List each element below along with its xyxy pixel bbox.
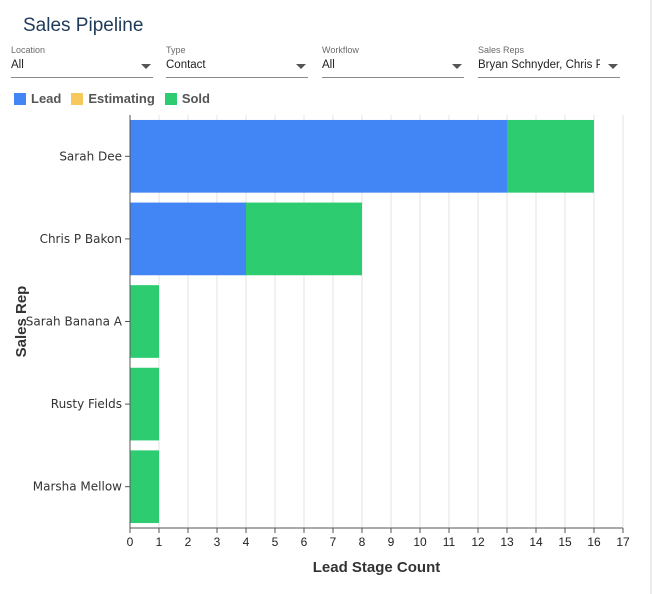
type-filter[interactable]: Type Contact <box>166 44 308 78</box>
x-tick-label: 6 <box>301 535 308 549</box>
page-title: Sales Pipeline <box>23 15 144 36</box>
x-tick-label: 2 <box>185 535 192 549</box>
bar-lead-sarah-dee[interactable] <box>130 119 507 193</box>
x-tick-label: 14 <box>529 535 543 549</box>
bar-sold-rusty-fields[interactable] <box>130 367 159 441</box>
x-tick-label: 4 <box>243 535 250 549</box>
y-category-label: Sarah Dee <box>59 149 122 163</box>
legend-swatch-lead <box>14 92 26 105</box>
workflow-select[interactable]: All <box>322 58 464 78</box>
x-tick-label: 17 <box>616 535 630 549</box>
y-category-label: Chris P Bakon <box>40 232 122 246</box>
bar-lead-chris-p-bakon[interactable] <box>130 202 246 276</box>
bar-sold-chris-p-bakon[interactable] <box>246 202 362 276</box>
legend-label-estimating: Estimating <box>88 91 155 106</box>
x-tick-label: 8 <box>359 535 366 549</box>
x-tick-label: 11 <box>443 535 456 549</box>
legend-item-lead[interactable]: Lead <box>14 91 61 106</box>
type-value: Contact <box>166 59 206 71</box>
legend-item-sold[interactable]: Sold <box>164 91 210 106</box>
bar-sold-sarah-banana-a[interactable] <box>130 285 159 358</box>
sales-reps-select[interactable]: Bryan Schnyder, Chris P ... <box>478 58 620 78</box>
location-value: All <box>11 59 24 71</box>
chart-bars <box>130 119 594 524</box>
bar-sold-sarah-dee[interactable] <box>507 119 594 193</box>
location-filter-label: Location <box>11 45 46 55</box>
x-tick-label: 10 <box>413 535 427 549</box>
x-tick-label: 12 <box>471 535 485 549</box>
type-filter-label: Type <box>166 45 186 55</box>
x-tick-label: 5 <box>272 535 279 549</box>
workflow-filter-label: Workflow <box>322 45 359 55</box>
chevron-down-icon[interactable] <box>296 64 306 69</box>
x-tick-label: 0 <box>127 535 134 549</box>
x-tick-label: 9 <box>388 535 395 549</box>
x-tick-label: 15 <box>558 535 572 549</box>
y-category-label: Rusty Fields <box>51 397 122 411</box>
x-tick-label: 13 <box>500 535 514 549</box>
workflow-value: All <box>322 59 335 71</box>
y-category-label: Marsha Mellow <box>33 480 122 494</box>
x-tick-label: 3 <box>214 535 221 549</box>
chevron-down-icon[interactable] <box>141 64 151 69</box>
y-axis-title: Sales Rep <box>13 286 30 358</box>
sales-reps-filter[interactable]: Sales Reps Bryan Schnyder, Chris P ... <box>478 44 620 78</box>
chart-legend: Lead Estimating Sold <box>14 91 210 106</box>
chevron-down-icon[interactable] <box>608 64 618 69</box>
chevron-down-icon[interactable] <box>452 64 462 69</box>
legend-label-sold: Sold <box>181 91 210 106</box>
workflow-filter[interactable]: Workflow All <box>322 44 464 78</box>
x-tick-label: 7 <box>330 535 337 549</box>
legend-item-estimating[interactable]: Estimating <box>71 91 155 106</box>
type-select[interactable]: Contact <box>166 58 308 78</box>
x-axis-title: Lead Stage Count <box>313 559 441 576</box>
y-category-label: Sarah Banana A <box>26 315 123 329</box>
legend-swatch-sold <box>164 92 177 105</box>
legend-label-lead: Lead <box>31 91 62 106</box>
panel-border <box>650 0 652 594</box>
bar-sold-marsha-mellow[interactable] <box>130 450 159 524</box>
sales-reps-filter-label: Sales Reps <box>478 45 525 55</box>
sales-reps-value: Bryan Schnyder, Chris P ... <box>478 59 600 71</box>
x-tick-label: 1 <box>156 535 163 549</box>
location-select[interactable]: All <box>11 58 153 78</box>
location-filter[interactable]: Location All <box>11 44 153 78</box>
x-tick-label: 16 <box>587 535 601 549</box>
legend-swatch-estimating <box>71 92 84 105</box>
